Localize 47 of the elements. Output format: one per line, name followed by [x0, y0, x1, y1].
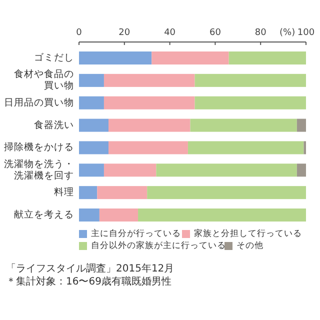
x-tick-label: 40	[164, 28, 176, 38]
bar	[138, 208, 306, 222]
bar	[104, 164, 156, 177]
text: 「ライフスタイル調査」2015年12月	[6, 262, 174, 274]
legend-label: その他	[236, 240, 264, 251]
bar	[147, 186, 306, 200]
y-tick-label: ゴミだし	[34, 51, 74, 64]
text: ＊集計対象：16〜69歳有職既婚男性	[6, 276, 172, 288]
bar	[156, 164, 297, 177]
x-tick-label: 20	[118, 28, 130, 38]
x-axis-title: (%)	[280, 28, 296, 38]
bar	[228, 51, 306, 64]
bar	[79, 208, 100, 222]
bar	[79, 96, 104, 110]
bar	[104, 96, 195, 110]
y-tick-label: 洗濯物を洗う・洗濯機を回す	[4, 158, 74, 182]
bar	[188, 141, 304, 154]
bar	[296, 118, 306, 132]
bar	[152, 51, 229, 64]
legend-label: 自分以外の家族が主に行っている	[91, 240, 226, 251]
bar	[194, 74, 306, 87]
y-tick-label: 掃除機をかける	[4, 141, 74, 154]
bar	[79, 141, 109, 154]
bar	[97, 186, 148, 200]
bar	[194, 96, 306, 110]
y-tick-label: 食材や食品の買い物	[14, 68, 74, 92]
x-tick-label: 100	[297, 28, 315, 38]
bar	[79, 51, 152, 64]
bar	[79, 74, 104, 87]
bar	[108, 118, 190, 132]
bar	[296, 164, 306, 177]
x-tick-label: 60	[209, 28, 222, 38]
bar	[79, 118, 109, 132]
y-tick-label: 食器洗い	[34, 118, 74, 131]
x-tick-label: 0	[76, 28, 82, 38]
bar	[108, 141, 188, 154]
legend-label: 主に自分が行っている	[91, 228, 181, 239]
y-tick-label: 料理	[54, 186, 74, 198]
legend-label: 家族と分担して行っている	[194, 228, 302, 239]
y-tick-label: 献立を考える	[14, 208, 74, 221]
bar	[190, 118, 297, 132]
bar	[79, 164, 104, 177]
y-tick-label: 日用品の買い物	[4, 97, 74, 108]
bar	[104, 74, 195, 87]
x-tick-label: 80	[254, 28, 267, 38]
bar	[79, 186, 98, 200]
bar	[99, 208, 138, 222]
